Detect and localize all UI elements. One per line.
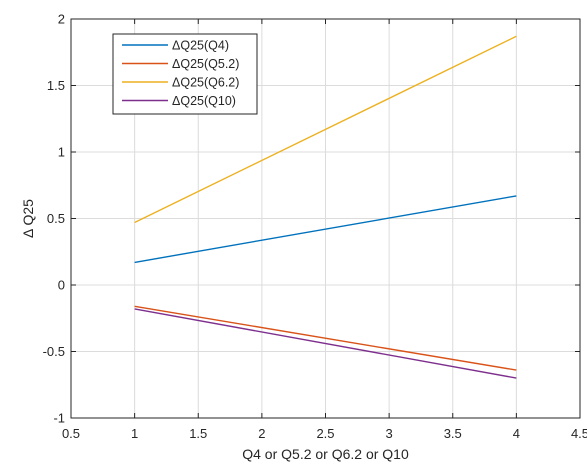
ticks: 0.5 1 1.5 2 2.5 3 3.5 4 4.5 -1 -0.5 0 0.5 1 1.5 2 <box>43 12 587 442</box>
y-tick-label: 1.5 <box>47 78 65 93</box>
x-tick-label: 1 <box>131 426 138 441</box>
y-tick-label: -0.5 <box>43 344 65 359</box>
y-tick-label: 1 <box>58 145 65 160</box>
series-line-0 <box>134 195 517 264</box>
legend-items: ΔQ25(Q4) ΔQ25(Q5.2) ΔQ25(Q6.2) ΔQ25(Q10) <box>122 39 239 108</box>
legend-label: ΔQ25(Q5.2) <box>172 57 239 71</box>
x-tick-label: 0.5 <box>62 426 80 441</box>
x-tick-label: 4 <box>513 426 520 441</box>
x-tick-label: 3.5 <box>444 426 462 441</box>
x-tick-label: 3 <box>386 426 393 441</box>
series-lines <box>134 35 517 379</box>
y-axis-label: Δ Q25 <box>20 199 36 238</box>
legend-label: ΔQ25(Q10) <box>172 94 236 108</box>
series-line-2 <box>134 35 517 224</box>
y-tick-label: 0 <box>58 278 65 293</box>
series-line-1 <box>134 305 517 371</box>
y-tick-label: -1 <box>53 411 65 426</box>
x-tick-label: 2 <box>258 426 265 441</box>
y-tick-label: 2 <box>58 12 65 27</box>
x-tick-label: 2.5 <box>316 426 334 441</box>
series-line-3 <box>134 308 517 379</box>
legend-label: ΔQ25(Q6.2) <box>172 76 239 90</box>
x-tick-label: 1.5 <box>189 426 207 441</box>
x-tick-label: 4.5 <box>571 426 587 441</box>
legend-label: ΔQ25(Q4) <box>172 39 229 53</box>
y-tick-label: 0.5 <box>47 211 65 226</box>
legend: ΔQ25(Q4) ΔQ25(Q5.2) ΔQ25(Q6.2) ΔQ25(Q10) <box>112 33 258 115</box>
x-axis-label: Q4 or Q5.2 or Q6.2 or Q10 <box>242 446 409 462</box>
